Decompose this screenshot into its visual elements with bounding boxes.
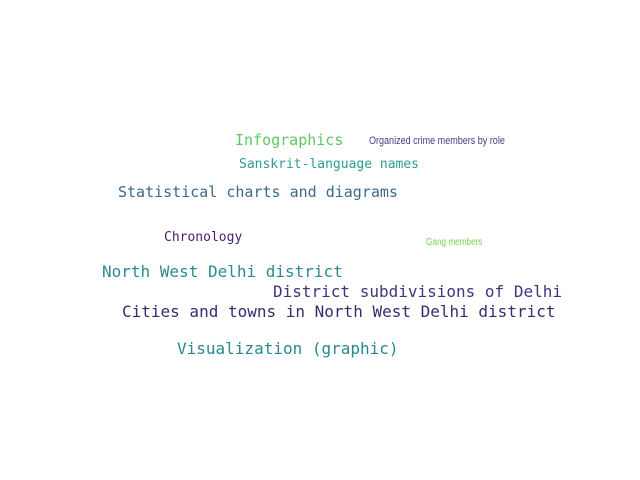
word-visualization-graphic: Visualization (graphic) — [177, 339, 399, 358]
word-infographics: Infographics — [235, 131, 344, 149]
word-sanskrit-language-names: Sanskrit-language names — [239, 157, 420, 172]
word-gang-members: Gang members — [426, 237, 483, 248]
word-statistical-charts-and-diagrams: Statistical charts and diagrams — [118, 183, 398, 201]
word-chronology: Chronology — [164, 230, 243, 245]
word-cities-and-towns: Cities and towns in North West Delhi dis… — [122, 302, 556, 321]
word-district-subdivisions-of-delhi: District subdivisions of Delhi — [273, 282, 562, 301]
word-organized-crime-members-by-role: Organized crime members by role — [369, 135, 505, 147]
word-north-west-delhi-district: North West Delhi district — [102, 262, 343, 281]
